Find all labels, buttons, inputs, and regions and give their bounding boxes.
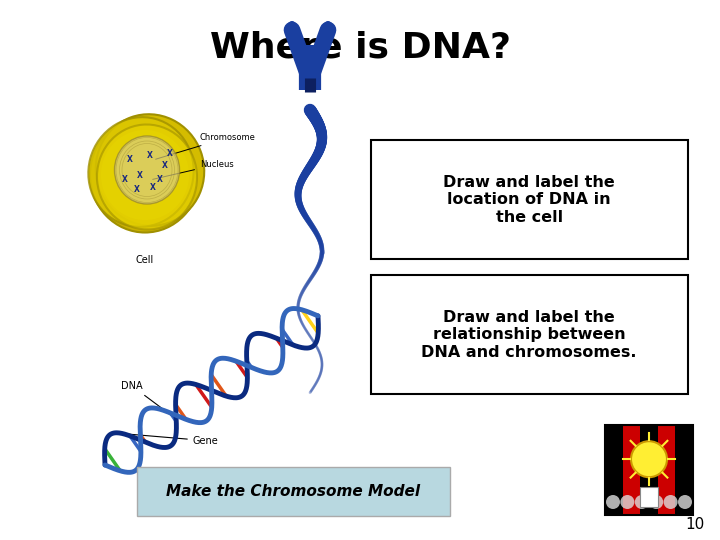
Circle shape: [606, 495, 620, 509]
Text: X: X: [137, 171, 143, 179]
Text: 10: 10: [685, 517, 705, 532]
Text: X: X: [147, 151, 153, 159]
Ellipse shape: [322, 21, 334, 39]
Ellipse shape: [96, 114, 204, 226]
Text: X: X: [167, 148, 173, 158]
Bar: [675, 425, 693, 515]
Text: Draw and label the
location of DNA in
the cell: Draw and label the location of DNA in th…: [444, 175, 615, 225]
Ellipse shape: [90, 118, 200, 233]
Circle shape: [649, 495, 663, 509]
Text: Nucleus: Nucleus: [153, 160, 234, 179]
FancyBboxPatch shape: [137, 467, 450, 516]
Text: Chromosome: Chromosome: [156, 133, 256, 159]
Text: DNA: DNA: [121, 381, 174, 417]
Text: Make the Chromosome Model: Make the Chromosome Model: [166, 484, 420, 499]
Text: X: X: [127, 156, 133, 165]
Text: Draw and label the
relationship between
DNA and chromosomes.: Draw and label the relationship between …: [421, 310, 637, 360]
Text: X: X: [150, 183, 156, 192]
Circle shape: [678, 495, 692, 509]
Text: Cell: Cell: [136, 255, 154, 265]
Text: X: X: [157, 176, 163, 185]
FancyBboxPatch shape: [371, 275, 688, 394]
Ellipse shape: [114, 136, 179, 204]
Ellipse shape: [101, 130, 189, 220]
Text: X: X: [122, 176, 128, 185]
Bar: [605, 425, 623, 515]
Bar: [640, 425, 658, 515]
Circle shape: [664, 495, 678, 509]
Ellipse shape: [89, 117, 194, 227]
Circle shape: [635, 495, 649, 509]
Circle shape: [621, 495, 634, 509]
FancyBboxPatch shape: [371, 140, 688, 259]
Text: Gene: Gene: [125, 434, 219, 445]
Bar: [640, 487, 658, 507]
Text: X: X: [134, 186, 140, 194]
Text: Where is DNA?: Where is DNA?: [210, 30, 510, 64]
Ellipse shape: [97, 125, 197, 230]
Bar: [605, 425, 693, 515]
Circle shape: [631, 441, 667, 477]
Ellipse shape: [286, 21, 298, 39]
Text: X: X: [162, 160, 168, 170]
